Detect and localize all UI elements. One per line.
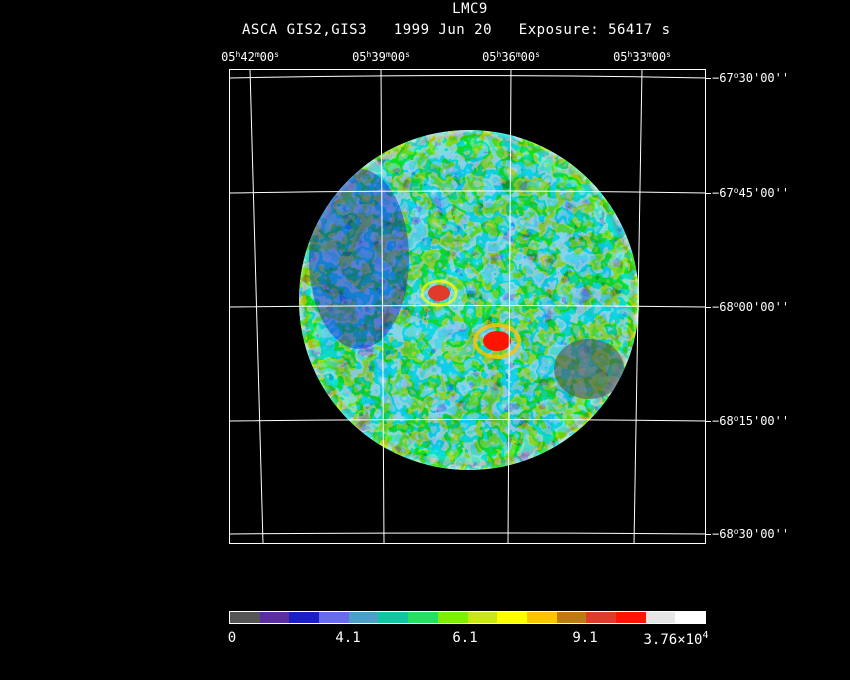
dec-label: −68o15'00'': [712, 414, 790, 428]
ra-label: 05h42m00s: [221, 50, 279, 64]
dec-label: −67o45'00'': [712, 186, 790, 200]
sky-image-plot: [229, 69, 706, 544]
colorbar-max-label: 3.76×104: [643, 630, 709, 648]
ra-label: 05h39m00s: [352, 50, 410, 64]
colorbar-segment: [556, 612, 587, 623]
colorbar-segment: [675, 612, 705, 623]
colorbar-label: 0: [227, 630, 237, 646]
colorbar-segment: [615, 612, 646, 623]
colorbar-segment: [259, 612, 290, 623]
ra-label: 05h33m00s: [613, 50, 671, 64]
bright-source: [483, 331, 511, 351]
colorbar-segment: [526, 612, 557, 623]
colorbar-segment: [378, 612, 409, 623]
colorbar-segment: [319, 612, 349, 623]
colorbar-segment: [586, 612, 616, 623]
dec-label: −67o30'00'': [712, 71, 790, 85]
dec-label: −68o30'00'': [712, 527, 790, 541]
colorbar-segment: [348, 612, 379, 623]
count-map: [299, 130, 639, 470]
colorbar-segment: [230, 612, 260, 623]
ra-label: 05h36m00s: [482, 50, 540, 64]
colorbar-segment: [467, 612, 498, 623]
color-scale-bar: [229, 611, 706, 624]
colorbar-segment: [408, 612, 438, 623]
bright-source: [428, 285, 450, 301]
colorbar-segment: [289, 612, 320, 623]
colorbar-label: 9.1: [572, 630, 598, 646]
image-subtitle: ASCA GIS2,GIS3 1999 Jun 20 Exposure: 564…: [242, 22, 671, 38]
colorbar-segment: [437, 612, 468, 623]
colorbar-segment: [497, 612, 527, 623]
image-title: LMC9: [452, 1, 488, 17]
dec-label: −68o00'00'': [712, 300, 790, 314]
coordinate-grid: [229, 69, 706, 544]
colorbar-label: 6.1: [452, 630, 478, 646]
colorbar-label: 4.1: [335, 630, 361, 646]
colorbar-segment: [645, 612, 676, 623]
